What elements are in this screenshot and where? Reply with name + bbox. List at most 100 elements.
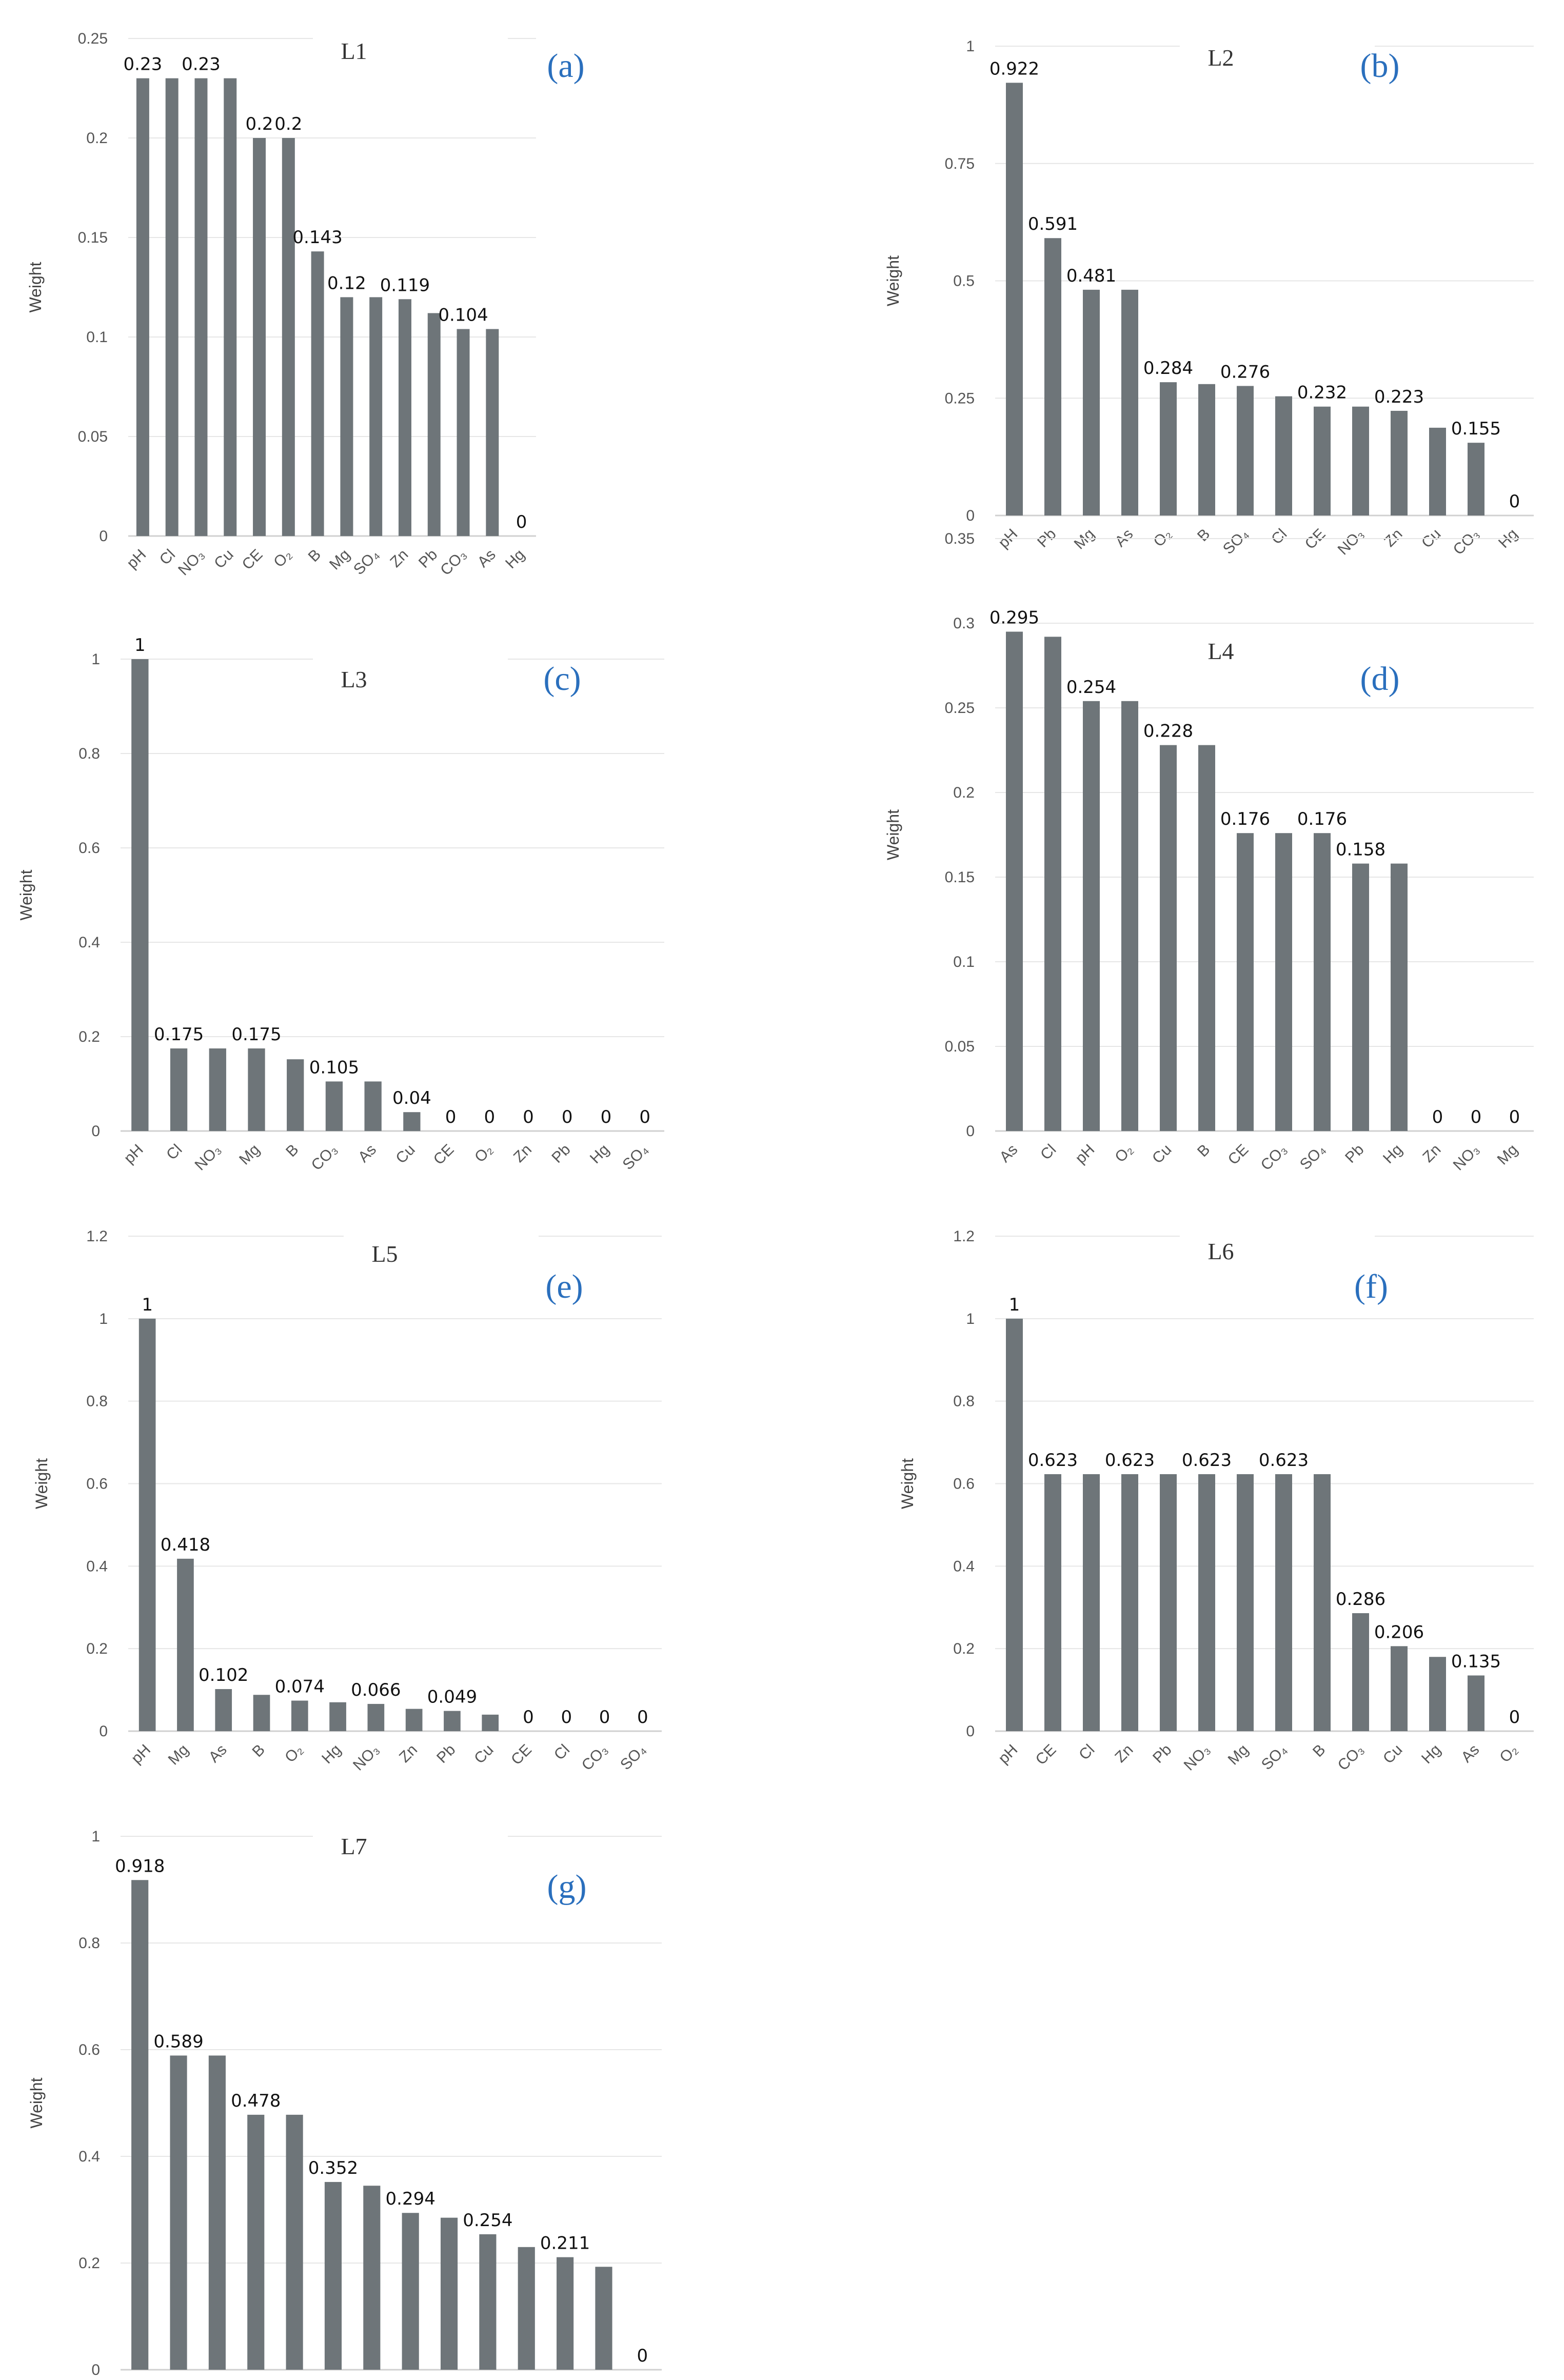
y-tick-label: 0 [966,1723,975,1740]
data-label: 0 [1432,1107,1443,1127]
x-tick-label: Cu [211,546,236,572]
data-label: 0.102 [199,1665,248,1685]
bar [253,1695,270,1731]
bar [369,297,383,536]
bar [1237,1474,1254,1731]
bar [1352,406,1369,515]
chart-panel-l1: 0 0.05 0.1 0.15 0.2 0.25 Weight L1 (a) 0.23 pH Cl 0.… [26,28,585,579]
x-tick-label: SO₄ [350,546,383,579]
bar [325,1081,343,1131]
data-label: 0.04 [392,1088,431,1108]
x-tick-label: As [206,1741,230,1766]
x-tick-label: B [249,1741,268,1760]
y-tick-label: 0.15 [78,229,108,246]
bar [1121,1474,1138,1731]
x-tick-label: Pb [433,1741,459,1767]
bar [1198,1474,1215,1731]
data-label: 0.295 [989,608,1039,628]
data-label: 0.228 [1143,721,1193,742]
bar [194,78,208,537]
data-label: 0.211 [540,2233,590,2254]
bar [1391,410,1408,515]
y-tick-label: 0.6 [78,840,100,857]
y-tick-label: 0.4 [78,934,100,951]
y-tick-label: 0 [99,528,108,545]
x-tick-label: pH [995,1741,1021,1767]
x-tick-label: Cu [1380,1741,1405,1767]
y-tick-label: 0.2 [953,784,975,801]
bar [224,78,237,537]
x-tick-label: Cu [471,1741,497,1767]
y-tick-label: 0.8 [78,1935,100,1952]
bar [253,138,266,536]
bar [1083,701,1100,1131]
bar [405,1709,423,1731]
data-label: 0.623 [1259,1450,1309,1471]
y-tick-label: 0 [966,1123,975,1140]
y-tick-label: 0.2 [953,1640,975,1657]
data-label: 0 [516,512,527,532]
y-tick-label: 0.1 [86,329,108,346]
y-tick-label: 1 [91,651,100,668]
y-tick-label: 0.8 [953,1393,975,1410]
x-tick-label: Cl [551,1741,573,1763]
data-label: 0.074 [275,1676,325,1697]
y-tick-label: 1 [966,38,975,55]
x-tick-label: pH [124,546,149,572]
y-tick-label: 0.2 [86,130,108,147]
data-label: 0.105 [309,1057,359,1078]
data-label: 0.206 [1374,1622,1424,1642]
x-tick-label: B [1194,1141,1213,1160]
data-label: 0.478 [231,2091,281,2111]
bar [363,2186,381,2370]
x-tick-label: B [305,546,324,565]
data-label: 0 [562,1107,573,1127]
bar [208,2055,226,2370]
bar [1160,745,1177,1131]
y-axis-label: Weight [27,2077,46,2128]
x-tick-label: CO₃ [1335,1741,1368,1774]
bar [215,1689,232,1731]
bar [1083,289,1100,515]
bar [1391,863,1408,1131]
x-tick-label: CO₃ [1450,526,1483,559]
bar [311,251,324,536]
y-tick-label: 0.4 [78,2148,100,2165]
x-tick-label: Cu [392,1141,418,1167]
x-tick-label: Mg [165,1741,192,1769]
x-tick-label: O₂ [1150,526,1175,550]
bar [518,2247,535,2370]
y-tick-label: 0.2 [86,1640,108,1657]
x-tick-label: Zn [1419,1141,1444,1166]
data-label: 0.591 [1028,214,1078,234]
bar [131,1880,149,2370]
data-label: 0.352 [308,2158,358,2178]
data-label: 0 [599,1707,610,1728]
bar [1083,1474,1100,1731]
title-backdrop [313,657,508,708]
x-tick-label: CO₃ [308,1141,341,1174]
x-tick-label: Cl [1037,1141,1059,1163]
x-tick-label: O₂ [1496,1741,1521,1766]
data-label: 0.2 [245,114,273,134]
data-label: 1 [1009,1295,1020,1315]
x-tick-label: pH [1072,1141,1098,1167]
y-tick-label: 0.05 [78,428,108,445]
data-label: 0.2 [274,114,302,134]
bar [595,2267,612,2370]
chart-panel-l4: 0 0.05 0.1 0.15 0.2 0.25 0.3 0.35 Weight L4 (d) 0.2… [884,530,1534,1174]
panel-letter: (d) [1360,660,1400,698]
x-tick-label: Pb [1150,1741,1175,1767]
y-tick-label: 1.2 [86,1228,108,1245]
y-tick-label: 0.2 [78,1028,100,1045]
y-tick-label: 0.25 [945,390,975,407]
x-tick-label: SO₄ [1220,526,1252,558]
x-tick-label: B [1194,526,1213,545]
y-tick-label: 0.4 [953,1558,975,1575]
y-tick-label: 1 [966,1311,975,1327]
bar [1044,1474,1061,1731]
title-backdrop [1180,35,1375,86]
x-tick-label: Mg [1494,1141,1521,1168]
